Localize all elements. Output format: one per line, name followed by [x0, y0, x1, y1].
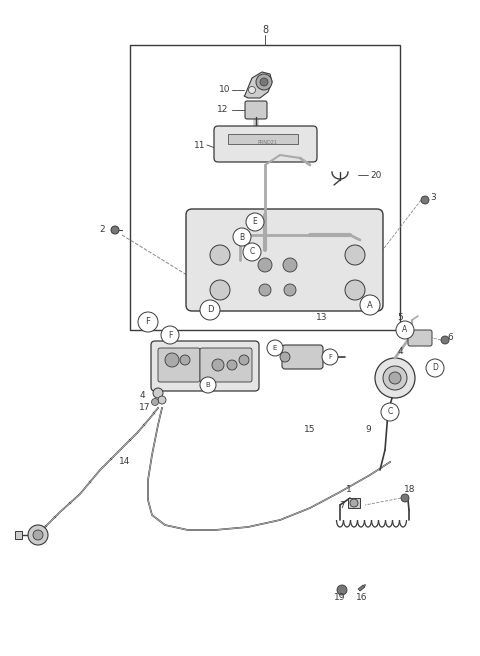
Text: 7: 7 [339, 501, 345, 510]
Circle shape [256, 74, 272, 90]
FancyBboxPatch shape [158, 348, 200, 382]
Text: 1: 1 [346, 485, 352, 495]
Text: 20: 20 [370, 171, 382, 180]
Circle shape [138, 312, 158, 332]
Text: PRND21: PRND21 [258, 140, 278, 144]
FancyBboxPatch shape [408, 330, 432, 346]
Circle shape [421, 196, 429, 204]
Text: 3: 3 [430, 194, 436, 203]
Text: D: D [207, 306, 213, 314]
Text: B: B [205, 382, 210, 388]
Bar [130, 45, 400, 330]
Circle shape [337, 585, 347, 595]
FancyBboxPatch shape [200, 348, 252, 382]
Circle shape [441, 336, 449, 344]
FancyBboxPatch shape [151, 341, 259, 391]
FancyBboxPatch shape [245, 101, 267, 119]
Circle shape [401, 494, 409, 502]
Circle shape [396, 321, 414, 339]
Text: 4: 4 [397, 348, 403, 356]
Circle shape [152, 398, 158, 405]
Text: B: B [240, 232, 245, 241]
Circle shape [33, 530, 43, 540]
Text: 8: 8 [262, 25, 268, 35]
Circle shape [111, 226, 119, 234]
Circle shape [258, 258, 272, 272]
Text: 17: 17 [139, 403, 150, 411]
Text: 18: 18 [404, 485, 416, 495]
Circle shape [381, 403, 399, 421]
Text: 5: 5 [397, 314, 403, 323]
Text: 10: 10 [218, 85, 230, 94]
Text: 12: 12 [216, 106, 228, 115]
Bar [228, 134, 298, 144]
Circle shape [239, 355, 249, 365]
Circle shape [210, 245, 230, 265]
Circle shape [350, 499, 358, 507]
Text: 2: 2 [99, 226, 105, 234]
Text: F: F [145, 318, 150, 327]
Text: C: C [250, 247, 254, 256]
Circle shape [212, 359, 224, 371]
Circle shape [246, 213, 264, 231]
Circle shape [284, 284, 296, 296]
Text: F: F [168, 331, 172, 340]
Circle shape [233, 228, 251, 246]
Circle shape [153, 388, 163, 398]
Polygon shape [215, 145, 222, 162]
Circle shape [28, 525, 48, 545]
Text: 16: 16 [356, 594, 368, 602]
Circle shape [200, 300, 220, 320]
Circle shape [165, 353, 179, 367]
FancyBboxPatch shape [186, 209, 383, 311]
Circle shape [180, 355, 190, 365]
Circle shape [426, 359, 444, 377]
Text: 13: 13 [316, 314, 328, 323]
Circle shape [383, 366, 407, 390]
Polygon shape [358, 585, 365, 591]
Circle shape [360, 295, 380, 315]
Text: 14: 14 [119, 457, 130, 466]
Circle shape [210, 280, 230, 300]
Polygon shape [15, 531, 22, 539]
Text: 15: 15 [304, 426, 316, 434]
FancyBboxPatch shape [214, 126, 317, 162]
Circle shape [283, 258, 297, 272]
Circle shape [345, 280, 365, 300]
Text: 6: 6 [447, 333, 453, 342]
Circle shape [259, 284, 271, 296]
Circle shape [227, 360, 237, 370]
Circle shape [375, 358, 415, 398]
Text: A: A [402, 325, 408, 335]
Text: E: E [273, 345, 277, 351]
Circle shape [389, 372, 401, 384]
Circle shape [200, 377, 216, 393]
Text: F: F [328, 354, 332, 360]
Text: D: D [432, 363, 438, 373]
Circle shape [260, 78, 268, 86]
Text: 19: 19 [334, 594, 346, 602]
Text: C: C [387, 407, 393, 417]
Circle shape [243, 243, 261, 261]
Circle shape [161, 326, 179, 344]
Text: 9: 9 [365, 426, 371, 434]
FancyBboxPatch shape [282, 345, 323, 369]
Text: 4: 4 [139, 390, 145, 400]
Circle shape [267, 340, 283, 356]
Circle shape [280, 352, 290, 362]
Polygon shape [244, 72, 272, 98]
Circle shape [249, 87, 255, 94]
Polygon shape [348, 498, 360, 508]
Circle shape [322, 349, 338, 365]
Text: 11: 11 [193, 140, 205, 150]
Text: A: A [367, 300, 373, 310]
Circle shape [345, 245, 365, 265]
Circle shape [158, 396, 166, 404]
Text: E: E [252, 218, 257, 226]
